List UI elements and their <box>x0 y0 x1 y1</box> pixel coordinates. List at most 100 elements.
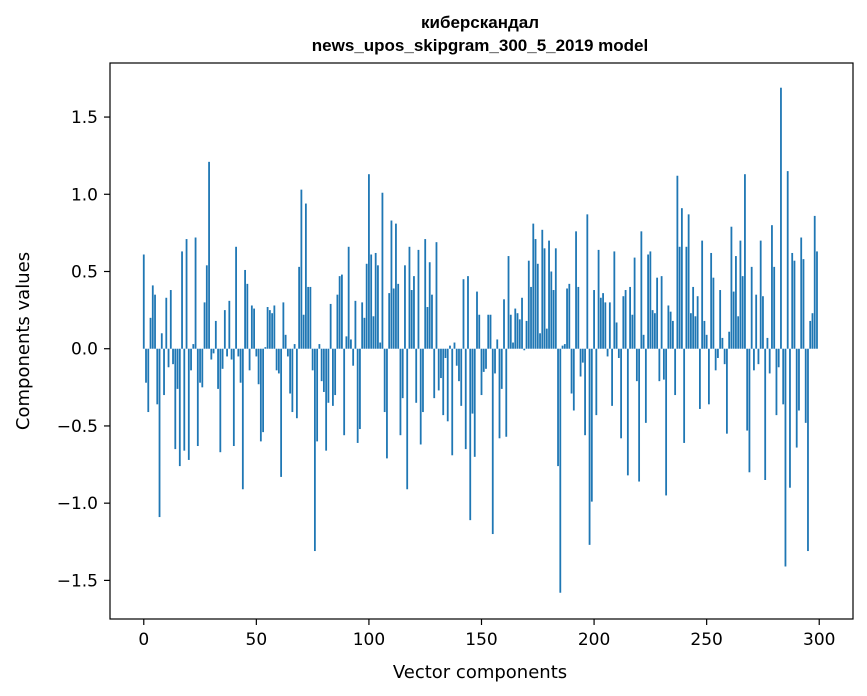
bar <box>392 288 395 349</box>
bar <box>293 344 296 349</box>
bar <box>208 161 210 349</box>
bar <box>590 348 593 502</box>
bar <box>651 310 654 349</box>
bar <box>282 302 285 349</box>
bar <box>149 317 152 349</box>
bar <box>809 320 812 349</box>
chart-title-line-1: киберскандал <box>421 13 539 32</box>
bar <box>566 288 568 349</box>
bar <box>626 348 629 476</box>
bar <box>428 262 431 349</box>
bar <box>464 348 467 450</box>
bar <box>338 276 341 349</box>
bar <box>194 237 197 349</box>
bar <box>431 294 433 349</box>
bar <box>762 296 764 349</box>
bar <box>332 348 334 406</box>
bar <box>415 348 418 403</box>
bar <box>640 231 643 349</box>
bar <box>167 348 170 368</box>
bar <box>397 283 400 349</box>
bar <box>807 348 809 552</box>
bar <box>383 348 386 413</box>
bar <box>212 348 215 354</box>
bar <box>669 311 672 349</box>
y-axis-label: Components values <box>13 252 34 430</box>
bar <box>255 348 258 357</box>
bar <box>237 348 240 357</box>
bar <box>253 308 255 349</box>
bar <box>273 305 276 349</box>
bar <box>476 291 478 349</box>
bar <box>680 208 683 349</box>
bar <box>181 251 183 349</box>
bar <box>413 276 415 349</box>
bar <box>399 348 402 436</box>
bar <box>442 348 445 416</box>
bar <box>147 348 150 413</box>
bar <box>514 308 517 349</box>
bar <box>568 283 571 349</box>
bar <box>721 337 724 349</box>
bar <box>696 296 699 349</box>
bar <box>737 316 740 349</box>
bar <box>744 174 746 349</box>
bar <box>649 251 652 349</box>
bar <box>154 294 156 349</box>
bar <box>460 348 463 406</box>
x-axis-ticks: 0 50 100 150 200 250 300 <box>138 619 835 650</box>
bar <box>316 348 319 442</box>
bar <box>753 348 755 371</box>
bar <box>554 248 557 349</box>
bar <box>440 348 442 379</box>
bar <box>221 348 224 369</box>
bar <box>550 271 553 349</box>
bar <box>334 348 337 396</box>
bar <box>746 348 749 431</box>
bar <box>241 348 244 490</box>
bar <box>543 248 546 349</box>
bar <box>703 320 706 349</box>
bar <box>223 310 226 349</box>
bar <box>228 300 231 349</box>
bar <box>145 348 147 383</box>
bar <box>469 348 472 521</box>
bar <box>624 290 627 349</box>
bar <box>757 348 760 365</box>
x-tick-label: 250 <box>690 630 722 650</box>
bar <box>190 348 192 371</box>
bar <box>235 246 237 349</box>
bar <box>187 348 190 460</box>
bar <box>536 263 539 349</box>
bar <box>557 348 559 467</box>
bar <box>611 348 613 406</box>
bar <box>259 348 262 442</box>
bar <box>723 348 726 365</box>
bar <box>674 348 677 396</box>
bar <box>217 348 219 389</box>
bar <box>689 313 692 349</box>
bar <box>525 320 528 349</box>
bar <box>374 252 377 349</box>
bar <box>699 348 701 409</box>
bar <box>802 259 805 349</box>
bar <box>635 348 638 382</box>
bar <box>192 344 195 349</box>
bar <box>572 348 575 411</box>
bar <box>739 240 742 349</box>
bar <box>336 294 339 349</box>
bar <box>201 348 204 388</box>
bar <box>764 348 767 480</box>
bar <box>771 225 773 349</box>
bar <box>647 254 650 349</box>
bar <box>142 254 145 349</box>
bar <box>482 348 485 372</box>
bar <box>491 348 494 535</box>
bar <box>687 214 690 349</box>
y-tick-label: 0.5 <box>71 263 98 283</box>
bar <box>813 215 816 349</box>
bar <box>759 240 762 349</box>
bar <box>359 348 361 430</box>
bar <box>246 283 249 349</box>
bar <box>712 277 715 349</box>
